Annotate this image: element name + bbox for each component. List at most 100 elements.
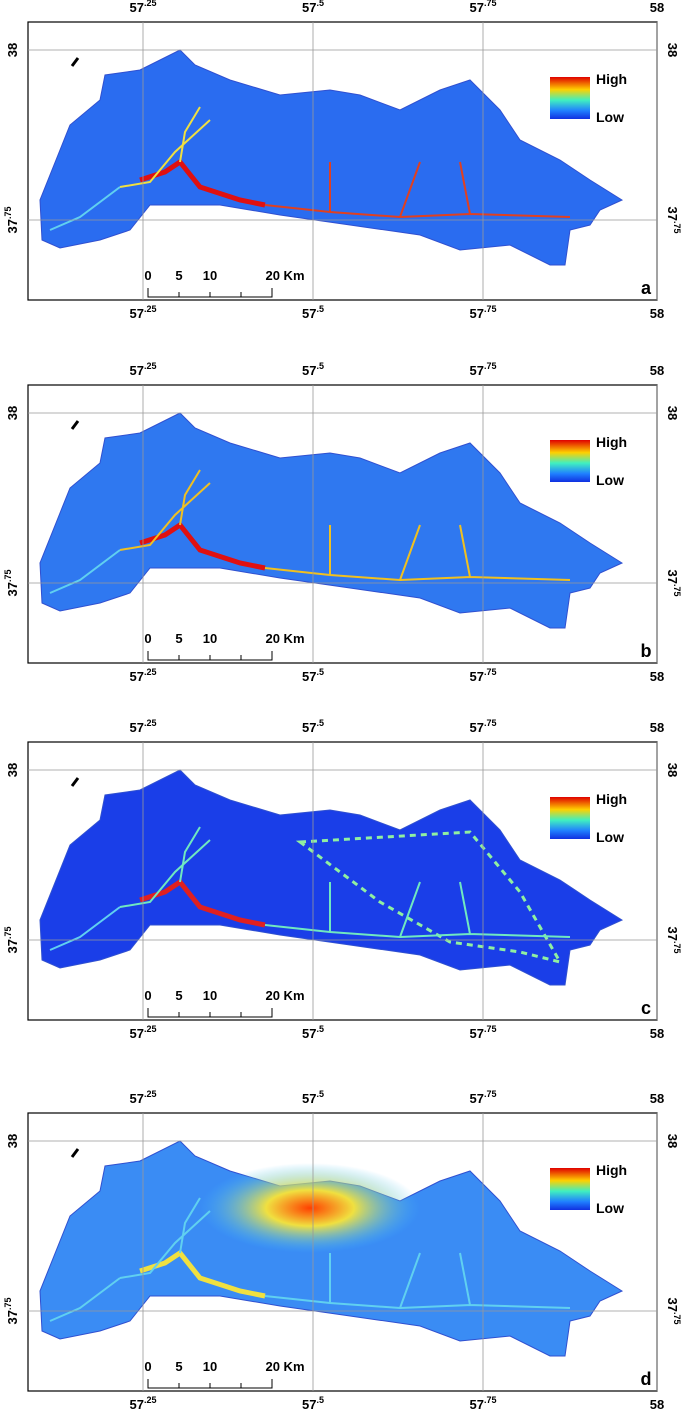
north-mark <box>70 57 80 67</box>
tick-sup: .75 <box>3 927 13 940</box>
y-tick-label-left: 37.75 <box>3 570 20 597</box>
y-tick-label-left: 38 <box>5 406 20 420</box>
tick-sup: .25 <box>144 667 157 677</box>
tick-base: 38 <box>5 406 20 420</box>
river-east <box>264 1252 571 1310</box>
tick-base: 37 <box>5 1310 20 1324</box>
scale-label: 10 <box>203 1359 217 1374</box>
legend-high: High <box>596 71 627 87</box>
tick-base: 58 <box>650 0 664 15</box>
tick-base: 57 <box>130 363 144 378</box>
tick-base: 58 <box>650 1397 664 1412</box>
y-tick-label-right: 37.75 <box>665 207 682 234</box>
tick-sup: .5 <box>316 1089 324 1099</box>
x-tick-label-top: 57.25 <box>130 0 157 15</box>
x-tick-label-bottom: 57.75 <box>470 1024 497 1041</box>
river-main <box>139 158 266 208</box>
tick-base: 37 <box>5 582 20 596</box>
tick-base: 57 <box>302 306 316 321</box>
legend-ramp <box>550 440 590 482</box>
scale-label: 20 Km <box>265 268 304 283</box>
x-tick-label-top: 57.75 <box>470 361 497 378</box>
scale-label: 0 <box>144 988 151 1003</box>
y-tick-label-right: 38 <box>665 763 680 777</box>
x-tick-label-bottom: 57.75 <box>470 304 497 321</box>
tick-sup: .75 <box>672 1312 682 1325</box>
y-tick-label-left: 38 <box>5 1134 20 1148</box>
tick-base: 57 <box>302 0 316 15</box>
y-tick-label-left: 37.75 <box>3 1298 20 1325</box>
legend-high: High <box>596 1162 627 1178</box>
tick-sup: .5 <box>316 1395 324 1405</box>
tick-base: 57 <box>470 720 484 735</box>
river-main <box>139 1249 266 1299</box>
tick-base: 37 <box>665 207 680 221</box>
tick-sup: .75 <box>484 0 497 8</box>
tick-sup: .5 <box>316 718 324 728</box>
tick-base: 58 <box>650 363 664 378</box>
tick-base: 58 <box>650 1026 664 1041</box>
y-tick-label-left: 38 <box>5 763 20 777</box>
river-branch <box>119 469 211 551</box>
scale-label: 20 Km <box>265 631 304 646</box>
tick-base: 58 <box>650 720 664 735</box>
tick-base: 57 <box>470 669 484 684</box>
tick-sup: .25 <box>144 1395 157 1405</box>
x-tick-label-top: 57.5 <box>302 0 324 15</box>
legend-low: Low <box>596 472 624 488</box>
tick-base: 38 <box>665 763 680 777</box>
x-tick-label-bottom: 57.25 <box>130 1024 157 1041</box>
x-tick-label-top: 57.5 <box>302 361 324 378</box>
tick-sup: .75 <box>672 221 682 234</box>
tick-base: 57 <box>302 669 316 684</box>
y-tick-label-left: 37.75 <box>3 927 20 954</box>
scale-bar <box>147 288 273 298</box>
river-west <box>49 906 121 951</box>
tick-base: 57 <box>302 363 316 378</box>
tick-base: 58 <box>650 1091 664 1106</box>
river-branch <box>119 1197 211 1279</box>
x-tick-label-bottom: 57.25 <box>130 304 157 321</box>
tick-base: 58 <box>650 669 664 684</box>
legend-low: Low <box>596 109 624 125</box>
tick-sup: .5 <box>316 1024 324 1034</box>
highlands <box>295 830 564 965</box>
tick-base: 37 <box>665 927 680 941</box>
tick-sup: .5 <box>316 304 324 314</box>
x-tick-label-top: 57.5 <box>302 718 324 735</box>
river-west <box>49 186 121 231</box>
y-tick-label-right: 38 <box>665 43 680 57</box>
legend-ramp <box>550 797 590 839</box>
x-tick-label-top: 57.5 <box>302 1089 324 1106</box>
x-tick-label-top: 58 <box>650 363 664 378</box>
tick-base: 57 <box>470 363 484 378</box>
x-tick-label-top: 58 <box>650 1091 664 1106</box>
x-tick-label-bottom: 57.5 <box>302 304 324 321</box>
scale-label: 20 Km <box>265 988 304 1003</box>
scale-label: 5 <box>175 1359 182 1374</box>
tick-sup: .25 <box>144 0 157 8</box>
legend-high: High <box>596 434 627 450</box>
tick-sup: .75 <box>3 570 13 583</box>
tick-sup: .75 <box>484 361 497 371</box>
tick-base: 57 <box>130 0 144 15</box>
scale-label: 5 <box>175 268 182 283</box>
x-tick-label-top: 57.25 <box>130 718 157 735</box>
tick-base: 57 <box>130 720 144 735</box>
tick-sup: .25 <box>144 1024 157 1034</box>
tick-sup: .75 <box>484 304 497 314</box>
x-tick-label-bottom: 57.5 <box>302 1395 324 1412</box>
north-mark <box>70 777 80 787</box>
tick-base: 38 <box>5 763 20 777</box>
watershed <box>39 769 624 986</box>
x-tick-label-top: 57.75 <box>470 718 497 735</box>
tick-sup: .75 <box>3 1298 13 1311</box>
tick-base: 38 <box>5 43 20 57</box>
tick-sup: .25 <box>144 304 157 314</box>
tick-base: 37 <box>5 219 20 233</box>
y-tick-label-right: 37.75 <box>665 570 682 597</box>
tick-base: 57 <box>302 720 316 735</box>
